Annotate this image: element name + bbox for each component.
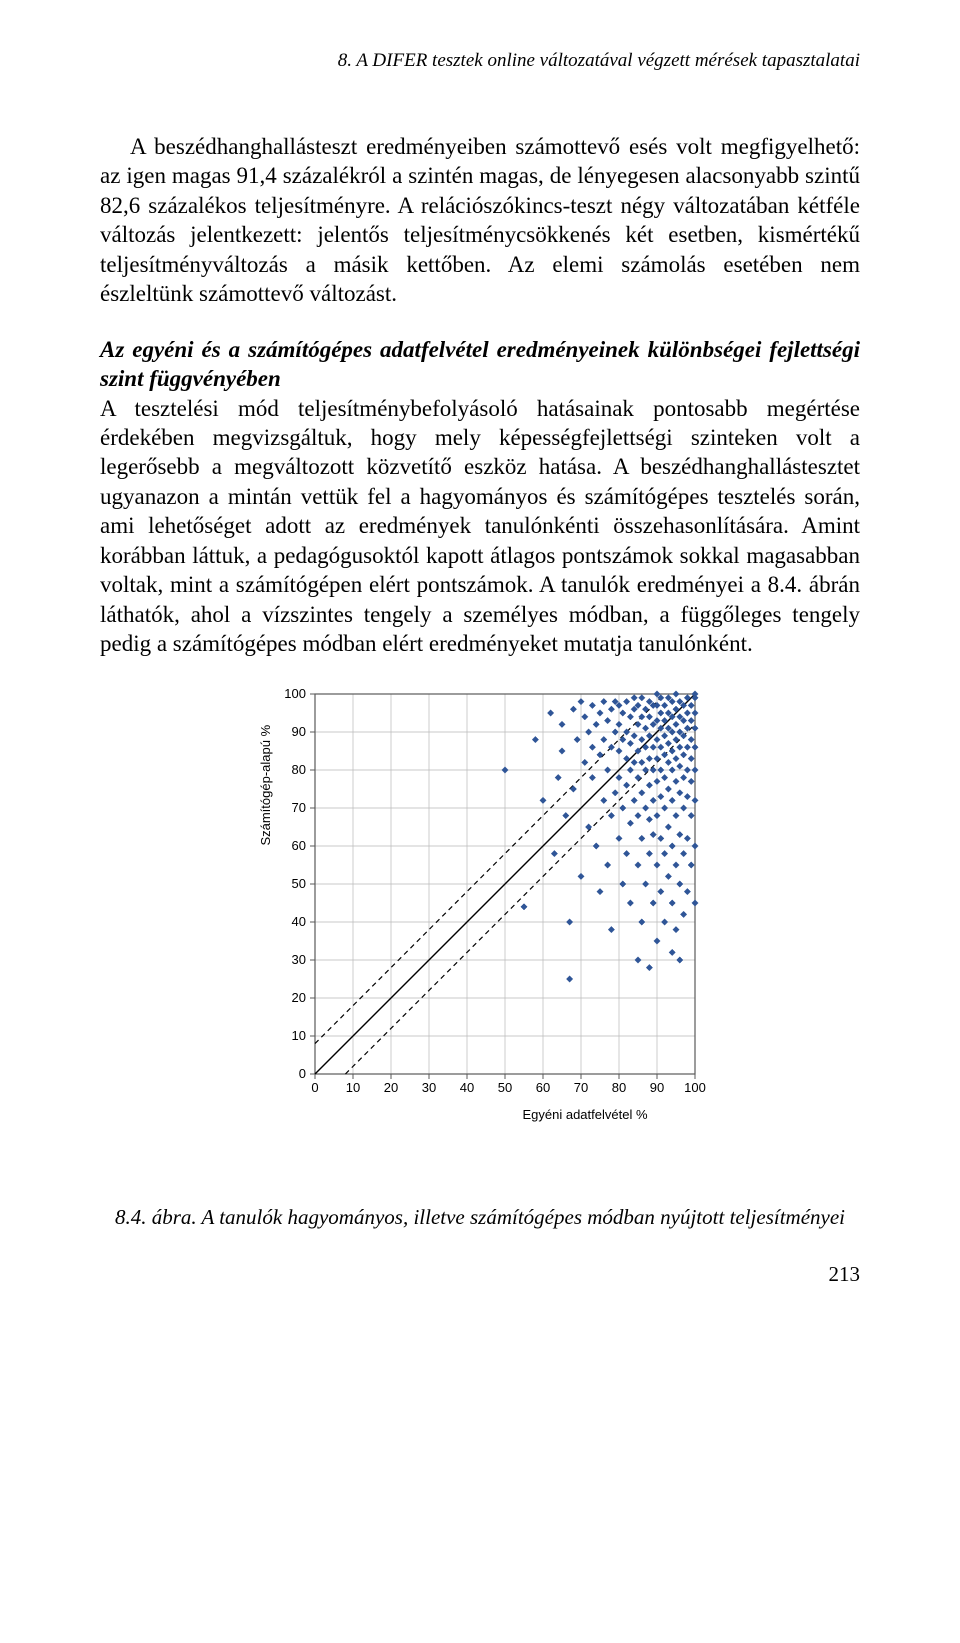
svg-text:30: 30 xyxy=(422,1080,436,1095)
subheading: Az egyéni és a számítógépes adatfelvétel… xyxy=(100,337,860,391)
svg-text:10: 10 xyxy=(292,1028,306,1043)
svg-text:20: 20 xyxy=(292,990,306,1005)
paragraph-2: A tesztelési mód teljesítménybefolyásoló… xyxy=(100,396,860,657)
scatter-chart: 00 10 10 20 20 30 30 40 40 50 50 60 60 70 70 80 80 90 90 10… xyxy=(245,684,715,1194)
svg-text:70: 70 xyxy=(292,800,306,815)
svg-text:50: 50 xyxy=(292,876,306,891)
running-header: 8. A DIFER tesztek online változatával v… xyxy=(100,50,860,72)
svg-text:80: 80 xyxy=(612,1080,626,1095)
chart-container: 00 10 10 20 20 30 30 40 40 50 50 60 60 70 70 80 80 90 90 10… xyxy=(100,684,860,1194)
svg-text:40: 40 xyxy=(460,1080,474,1095)
svg-text:60: 60 xyxy=(536,1080,550,1095)
section-block: Az egyéni és a számítógépes adatfelvétel… xyxy=(100,335,860,659)
svg-text:10: 10 xyxy=(346,1080,360,1095)
paragraph-1: A beszédhanghallásteszt eredményeiben sz… xyxy=(100,132,860,309)
svg-text:100: 100 xyxy=(284,686,306,701)
svg-text:100: 100 xyxy=(684,1080,706,1095)
svg-text:60: 60 xyxy=(292,838,306,853)
svg-text:20: 20 xyxy=(384,1080,398,1095)
svg-text:80: 80 xyxy=(292,762,306,777)
svg-text:0: 0 xyxy=(299,1066,306,1081)
page-container: 8. A DIFER tesztek online változatával v… xyxy=(0,0,960,1327)
svg-text:90: 90 xyxy=(292,724,306,739)
svg-text:Egyéni adatfelvétel %: Egyéni adatfelvétel % xyxy=(522,1107,647,1122)
svg-text:Számítógép-alapú %: Számítógép-alapú % xyxy=(258,725,273,846)
figure-caption: 8.4. ábra. A tanulók hagyományos, illetv… xyxy=(100,1204,860,1231)
svg-text:30: 30 xyxy=(292,952,306,967)
page-number: 213 xyxy=(100,1262,860,1287)
svg-text:90: 90 xyxy=(650,1080,664,1095)
svg-text:0: 0 xyxy=(311,1080,318,1095)
svg-text:70: 70 xyxy=(574,1080,588,1095)
svg-text:40: 40 xyxy=(292,914,306,929)
svg-text:50: 50 xyxy=(498,1080,512,1095)
